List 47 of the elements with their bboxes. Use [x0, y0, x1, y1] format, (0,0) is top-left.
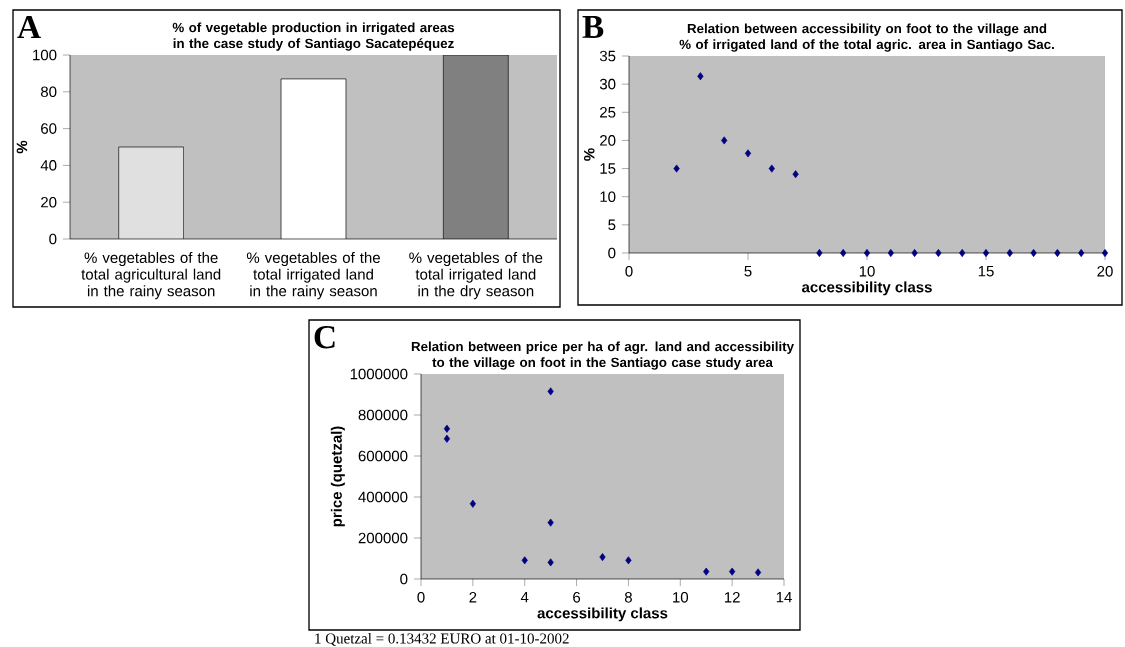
x-tick-label: % vegetables of the total irrigated land in the rainy season — [246, 252, 380, 300]
y-axis-title: % — [584, 148, 595, 161]
y-tick-label: 25 — [600, 106, 616, 118]
y-tick-label: 10 — [600, 191, 616, 203]
x-axis-title: accessibility class — [537, 607, 668, 622]
y-tick-label: 800000 — [358, 409, 408, 421]
y-axis-title: % — [16, 140, 28, 154]
y-tick-label: 5 — [608, 219, 616, 231]
y-tick-label: 0 — [400, 573, 408, 585]
text: A — [17, 16, 41, 38]
y-tick-label: 60 — [41, 123, 57, 134]
y-tick-label: 100 — [33, 49, 57, 61]
y-tick-label: 0 — [49, 233, 57, 245]
x-tick-label: 2 — [469, 591, 477, 603]
y-tick-label: 80 — [40, 86, 57, 98]
x-axis-title: accessibility class — [801, 281, 932, 296]
text: 1 Quetzal = 0.13432 EURO at 01-10-2002 — [315, 633, 569, 646]
x-tick-label: 14 — [776, 591, 792, 603]
x-tick-label: 6 — [573, 591, 581, 603]
y-tick-label: 1000000 — [350, 368, 408, 380]
x-tick-label: 5 — [744, 265, 752, 277]
y-tick-label: 20 — [41, 196, 57, 208]
x-tick-label: 10 — [673, 591, 689, 603]
x-tick-label: 15 — [978, 265, 994, 277]
y-tick-label: 35 — [599, 50, 616, 62]
text: C — [314, 326, 335, 349]
x-tick-label: % vegetables of the total agricultural land in the rainy season — [81, 252, 221, 300]
x-tick-label: 4 — [520, 591, 529, 603]
x-tick-label: 0 — [625, 265, 633, 277]
x-tick-label: 10 — [859, 265, 875, 277]
x-tick-label: 20 — [1097, 265, 1113, 277]
x-tick-label: % vegetables of the total irrigated land in the dry season — [409, 252, 543, 300]
y-tick-label: 15 — [600, 163, 616, 174]
y-tick-label: 40 — [40, 160, 57, 171]
y-tick-label: 600000 — [358, 450, 408, 462]
text: B — [582, 16, 604, 38]
chart-title: Relation between accessibility on foot to the village and % of irrigated land of the total agric. area in Santiago Sac. — [679, 23, 1054, 52]
y-tick-label: 200000 — [358, 532, 408, 544]
y-tick-label: 20 — [600, 135, 616, 146]
y-tick-label: 30 — [599, 78, 616, 90]
x-tick-label: 0 — [417, 591, 425, 603]
y-tick-label: 400000 — [358, 491, 408, 503]
x-tick-label: 8 — [624, 591, 632, 603]
chart-title: % of vegetable production in irrigated areas in the case study of Santiago Sacatepéquez — [172, 22, 455, 51]
chart-title: Relation between price per ha of agr. land and accessibility to the village on foot in the Santiago case study area — [411, 341, 794, 370]
y-axis-title: price (quetzal) — [330, 426, 345, 527]
x-tick-label: 12 — [724, 591, 740, 603]
